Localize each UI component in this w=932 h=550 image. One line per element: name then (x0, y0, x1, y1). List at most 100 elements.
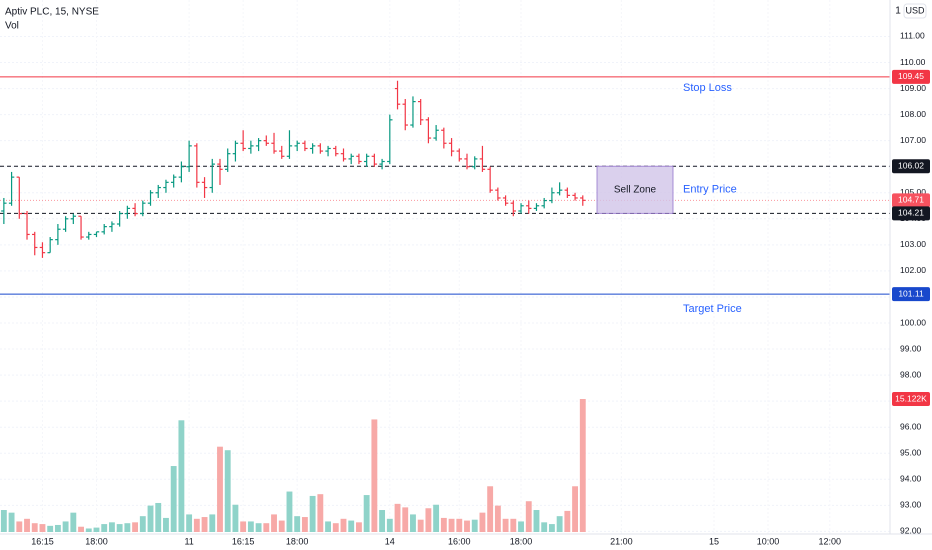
volume-bar (24, 518, 30, 532)
sell-zone-label: Sell Zone (614, 184, 657, 195)
y-tick-label: 107.00 (900, 135, 926, 145)
level-note: Target Price (683, 303, 742, 315)
volume-bar (556, 516, 563, 532)
y-tick-label: 92.00 (900, 526, 922, 536)
volume-bar (132, 522, 139, 532)
volume-bar (379, 510, 386, 532)
y-tick-label: 111.00 (900, 31, 925, 41)
y-tick-label: 109.00 (900, 83, 926, 93)
volume-bar (263, 523, 270, 532)
volume-bar (286, 491, 293, 532)
x-tick-label: 16:15 (232, 536, 255, 546)
x-tick-label: 12:00 (819, 536, 842, 546)
volume-bar (402, 507, 409, 532)
volume-bar (271, 514, 277, 532)
volume-bar (108, 522, 115, 532)
volume-bar (510, 518, 517, 532)
price-label-box (892, 287, 930, 302)
volume-bar (39, 524, 46, 532)
level-note: Stop Loss (683, 82, 732, 94)
y-tick-label: 110.00 (900, 57, 926, 67)
volume-bar (16, 521, 23, 532)
volume-bar (425, 508, 432, 532)
volume-bar (487, 486, 494, 532)
volume-bar (479, 512, 486, 532)
price-label: 101.11 (898, 288, 924, 298)
volume-bar (294, 516, 301, 532)
y-tick-label: 100.00 (900, 317, 926, 327)
volume-bar (301, 517, 308, 532)
y-tick-label: 98.00 (900, 369, 922, 379)
levels-layer: Stop Loss Target Price Sell Zone Entry Pric… (0, 76, 890, 315)
scale-label[interactable]: 1 (895, 6, 901, 17)
volume-bar (186, 514, 193, 532)
grid (0, 35, 890, 532)
volume-bar (163, 517, 169, 532)
volume-bar (363, 495, 370, 532)
volume-bar (193, 518, 200, 532)
volume-bar (124, 523, 131, 532)
volume-bar (525, 501, 532, 532)
volume-bar (278, 520, 285, 532)
volume-bar (247, 521, 254, 532)
volume-bar (47, 525, 54, 532)
volume-bar (356, 522, 362, 532)
chart-subtitle: Vol (5, 21, 19, 32)
y-tick-label: 103.00 (900, 239, 926, 249)
volume-bar (309, 495, 316, 532)
volume-bar (93, 527, 100, 532)
volume-bar (101, 524, 108, 532)
volume-bar (147, 505, 154, 532)
volume-bar (255, 523, 262, 532)
volume-bar (325, 521, 331, 532)
y-tick-label: 93.00 (900, 500, 922, 510)
volume-bar (0, 510, 7, 532)
price-label-box (892, 69, 930, 84)
volume-bar (217, 446, 223, 532)
sell-zone (596, 165, 674, 214)
x-tick-label: 15 (709, 536, 719, 546)
volume-bar (572, 486, 578, 532)
bars-layer (1, 80, 586, 258)
volume-bar (394, 503, 401, 532)
volume-bar (201, 517, 208, 532)
volume-bar (85, 528, 92, 532)
volume-bar (533, 510, 540, 532)
x-tick-label: 18:00 (510, 536, 533, 546)
volume-bar (116, 524, 123, 532)
volume-bar (170, 466, 177, 532)
volume-bar (456, 518, 463, 532)
price-label: 104.21 (898, 208, 924, 218)
volume-bar (541, 522, 548, 532)
volume-bar (78, 526, 84, 532)
y-tick-label: 102.00 (900, 265, 926, 275)
volume-bar (518, 521, 524, 532)
volume-bar (564, 510, 571, 532)
volume-bar (31, 523, 38, 532)
price-label: 106.02 (898, 160, 924, 170)
volume-bar (139, 516, 146, 532)
y-tick-label: 108.00 (900, 109, 926, 119)
volume-bar (471, 519, 478, 532)
price-label: 104.71 (898, 195, 924, 205)
y-tick-label: 96.00 (900, 421, 922, 431)
volume-bar (440, 517, 447, 532)
currency-label[interactable]: USD (905, 5, 925, 15)
volume-bar (371, 419, 378, 532)
volume-bar (579, 399, 586, 532)
price-label-box (892, 193, 930, 208)
volume-bar (433, 504, 440, 532)
volume-bar (62, 521, 69, 532)
price-label: 109.45 (898, 71, 924, 81)
volume-bar (224, 450, 231, 532)
volume-bar (386, 518, 393, 532)
currency-button[interactable] (903, 3, 927, 19)
x-tick-label: 11 (184, 536, 193, 546)
volume-label: 15.122K (895, 393, 927, 403)
volume-bar (240, 521, 247, 532)
x-tick-label: 18:00 (85, 536, 108, 546)
y-tick-label: 95.00 (900, 447, 922, 457)
axis-layer: 92.0093.0094.0095.0096.0097.0098.0099.00… (31, 31, 930, 546)
